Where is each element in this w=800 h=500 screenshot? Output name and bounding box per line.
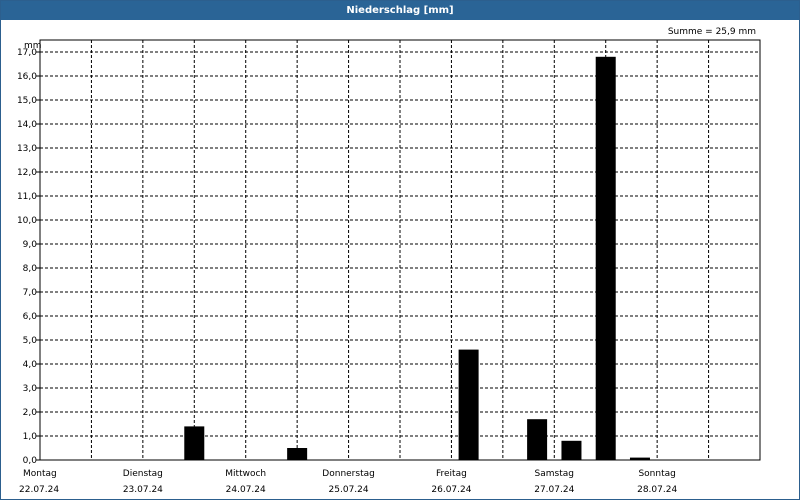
x-tick-mittwoch: Mittwoch 24.07.24 — [225, 469, 266, 495]
y-tick-label: 15,0 — [17, 96, 37, 106]
x-tick-weekday: Donnerstag — [322, 469, 375, 479]
y-tick-label: 16,0 — [17, 72, 37, 82]
y-tick-label: 11,0 — [17, 192, 37, 202]
bar — [287, 448, 308, 460]
x-tick-weekday: Freitag — [436, 469, 467, 479]
x-tick-donnerstag: Donnerstag 25.07.24 — [322, 469, 375, 495]
bar — [595, 56, 616, 461]
x-tick-weekday: Montag — [23, 469, 57, 479]
x-tick-date: 28.07.24 — [637, 485, 677, 495]
y-tick-label: 6,0 — [23, 312, 38, 322]
x-tick-weekday: Dienstag — [123, 469, 163, 479]
bar — [184, 426, 205, 460]
x-tick-date: 23.07.24 — [123, 485, 163, 495]
y-tick-label: 7,0 — [23, 288, 38, 298]
x-tick-samstag: Samstag 27.07.24 — [534, 469, 574, 495]
bar — [527, 419, 548, 460]
y-tick-label: 17,0 — [17, 48, 37, 58]
x-tick-date: 24.07.24 — [226, 485, 266, 495]
y-tick-label: 1,0 — [23, 432, 38, 442]
x-tick-freitag: Freitag 26.07.24 — [431, 469, 471, 495]
y-tick-label: 4,0 — [23, 360, 38, 370]
bar-series — [184, 56, 650, 461]
y-tick-label: 10,0 — [17, 216, 37, 226]
chart-title: Niederschlag [mm] — [1, 1, 799, 20]
y-tick-label: 14,0 — [17, 120, 37, 130]
y-tick-label: 13,0 — [17, 144, 37, 154]
plot-area-border — [39, 39, 761, 461]
y-tick-label: 5,0 — [23, 336, 38, 346]
y-tick-label: 8,0 — [23, 264, 38, 274]
x-axis-ticks: Montag 22.07.24 Dienstag 23.07.24 Mittwoch 24… — [19, 469, 677, 495]
y-tick-label: 12,0 — [17, 168, 37, 178]
x-tick-weekday: Sonntag — [638, 469, 675, 479]
x-tick-weekday: Mittwoch — [225, 469, 266, 479]
sum-label: Summe = 25,9 mm — [668, 27, 756, 37]
y-tick-label: 0,0 — [23, 456, 38, 466]
bar — [458, 349, 479, 460]
x-tick-montag: Montag 22.07.24 — [19, 469, 59, 495]
x-tick-dienstag: Dienstag 23.07.24 — [123, 469, 163, 495]
y-axis-ticks: 0,0 1,0 2,0 3,0 4,0 5,0 6,0 7,0 8,0 9,0 10,0 11,0 12… — [17, 48, 40, 466]
bar — [629, 457, 650, 460]
y-axis-label: mm — [24, 41, 42, 51]
x-tick-sonntag: Sonntag 28.07.24 — [637, 469, 677, 495]
y-tick-label: 3,0 — [23, 384, 38, 394]
y-tick-label: 2,0 — [23, 408, 38, 418]
x-tick-date: 22.07.24 — [19, 485, 59, 495]
x-tick-weekday: Samstag — [535, 469, 574, 479]
x-tick-date: 26.07.24 — [431, 485, 471, 495]
y-tick-label: 9,0 — [23, 240, 38, 250]
bar — [561, 440, 582, 460]
grid-lines — [40, 40, 760, 460]
x-tick-date: 27.07.24 — [534, 485, 574, 495]
x-tick-date: 25.07.24 — [329, 485, 369, 495]
